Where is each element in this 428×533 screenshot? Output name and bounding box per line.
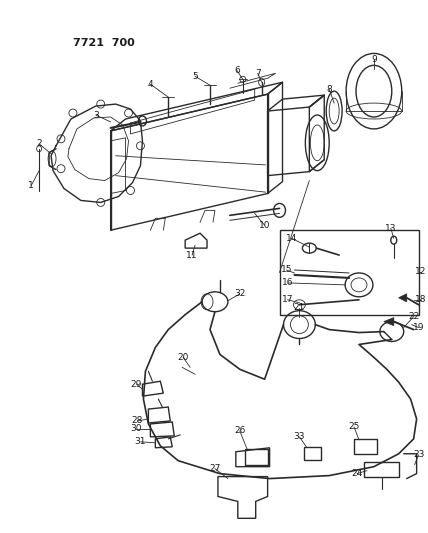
Text: 4: 4 — [148, 80, 153, 88]
Text: 2: 2 — [36, 139, 42, 148]
Text: 32: 32 — [234, 289, 246, 298]
Text: 27: 27 — [209, 464, 221, 473]
Text: 3: 3 — [93, 110, 98, 119]
Text: 28: 28 — [132, 416, 143, 425]
Text: 7: 7 — [255, 69, 261, 78]
Text: 10: 10 — [259, 221, 270, 230]
Text: 1: 1 — [28, 181, 34, 190]
Text: 14: 14 — [286, 233, 297, 243]
Text: 19: 19 — [413, 323, 424, 332]
Text: 29: 29 — [131, 379, 142, 389]
Text: 12: 12 — [415, 268, 426, 277]
Bar — [279, 230, 419, 314]
Text: 18: 18 — [415, 295, 426, 304]
Text: 33: 33 — [294, 432, 305, 441]
Text: 21: 21 — [294, 303, 305, 312]
Text: 15: 15 — [281, 265, 292, 274]
Text: 16: 16 — [282, 278, 293, 287]
Text: 20: 20 — [178, 353, 189, 362]
Text: 5: 5 — [192, 72, 198, 81]
Text: 13: 13 — [385, 224, 396, 233]
Text: 31: 31 — [135, 438, 146, 446]
Text: 24: 24 — [351, 469, 363, 478]
Text: 25: 25 — [348, 423, 360, 431]
Text: 11: 11 — [186, 251, 198, 260]
Text: 23: 23 — [413, 450, 424, 459]
Text: 30: 30 — [131, 424, 142, 433]
Text: 17: 17 — [282, 295, 293, 304]
Text: 6: 6 — [234, 66, 240, 75]
Polygon shape — [399, 294, 407, 302]
Text: 8: 8 — [326, 85, 332, 94]
Text: 26: 26 — [234, 426, 246, 435]
Text: 7721  700: 7721 700 — [73, 38, 135, 49]
Polygon shape — [384, 318, 394, 326]
Text: 22: 22 — [408, 312, 419, 321]
Text: 9: 9 — [371, 55, 377, 64]
